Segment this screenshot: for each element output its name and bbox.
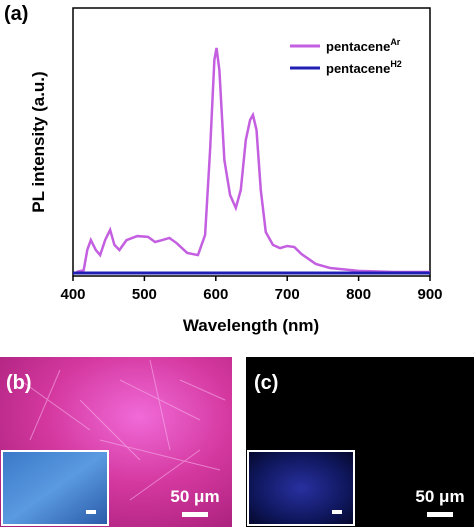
crystal-texture <box>19 359 226 501</box>
x-tick-label: 900 <box>417 286 442 303</box>
scale-bar-label: 50 μm <box>415 487 464 506</box>
panel-label: (a) <box>4 3 28 25</box>
inset-c <box>247 450 355 526</box>
inset-scale-bar <box>86 510 96 514</box>
legend-superscript: Ar <box>390 37 400 47</box>
x-axis-label: Wavelength (nm) <box>183 316 319 335</box>
inset-scale-bar <box>332 510 342 514</box>
legend-superscript: H2 <box>390 59 402 69</box>
x-tick-label: 700 <box>275 286 300 303</box>
scale-bar <box>427 512 453 517</box>
legend-label: pentaceneH2 <box>326 59 402 76</box>
plot-frame <box>72 7 431 277</box>
panel-label: (c) <box>254 372 278 394</box>
legend-label: pentaceneAr <box>326 37 401 54</box>
x-tick-label: 500 <box>132 286 157 303</box>
scale-bar <box>182 512 208 517</box>
legend-name: pentacene <box>326 39 390 54</box>
y-axis-label: PL intensity (a.u.) <box>29 71 48 212</box>
panel-label: (b) <box>6 372 32 394</box>
line-series <box>76 47 430 274</box>
legend-name: pentacene <box>326 61 390 76</box>
x-tick-label: 600 <box>203 286 228 303</box>
scale-bar-label: 50 μm <box>170 487 219 506</box>
x-tick-label: 400 <box>60 286 85 303</box>
x-tick-label: 800 <box>346 286 371 303</box>
